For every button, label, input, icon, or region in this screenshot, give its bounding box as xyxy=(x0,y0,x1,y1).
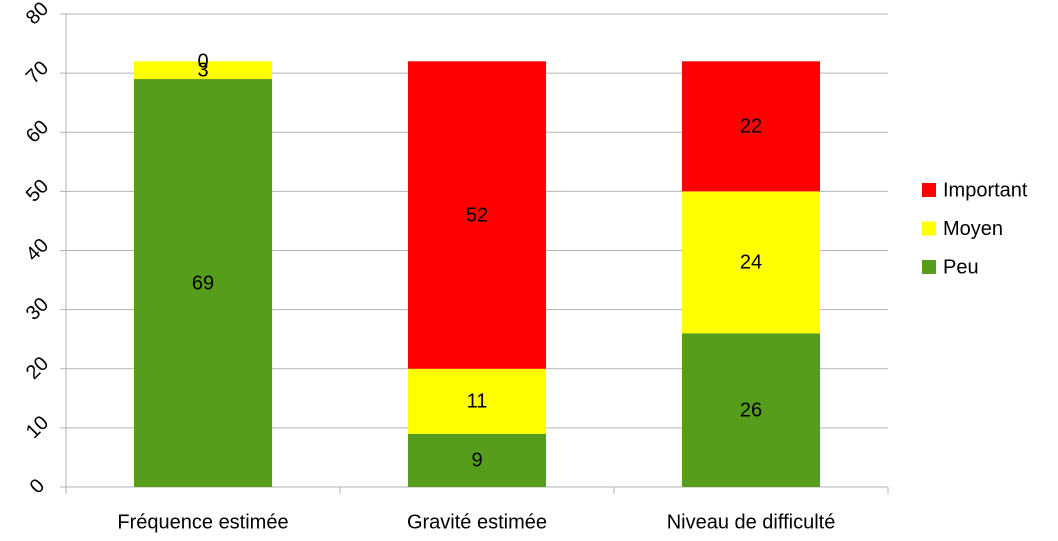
y-tick-label: 0 xyxy=(26,475,49,498)
bar-segment xyxy=(407,368,547,434)
bar-segment xyxy=(681,61,821,192)
data-label: 0 xyxy=(197,51,208,73)
data-label: 26 xyxy=(740,399,762,421)
bar-segment xyxy=(133,79,273,487)
y-tick-label: 40 xyxy=(22,234,53,265)
legend-label: Moyen xyxy=(943,218,1003,240)
data-label: 22 xyxy=(740,116,762,138)
y-tick-label: 30 xyxy=(22,293,53,324)
data-label: 11 xyxy=(467,391,488,413)
x-tick-label: Gravité estimée xyxy=(407,511,547,533)
bar-segment xyxy=(681,191,821,334)
legend-swatch xyxy=(922,221,936,236)
y-tick-label: 20 xyxy=(22,353,53,384)
data-label: 69 xyxy=(192,272,214,294)
legend-label: Important xyxy=(943,179,1028,201)
data-label: 52 xyxy=(466,204,488,226)
bar-segment xyxy=(133,61,273,80)
x-tick-label: Niveau de difficulté xyxy=(667,511,836,533)
y-tick-label: 70 xyxy=(22,57,53,88)
legend-swatch xyxy=(922,183,936,197)
y-tick-label: 60 xyxy=(22,116,53,147)
data-label: 9 xyxy=(471,450,482,472)
y-tick-label: 10 xyxy=(22,412,53,443)
data-label: 24 xyxy=(740,252,762,274)
legend-label: Peu xyxy=(943,256,979,278)
y-tick-label: 80 xyxy=(22,0,53,29)
legend-swatch xyxy=(922,260,936,274)
x-tick-label: Fréquence estimée xyxy=(117,511,288,533)
bar-segment xyxy=(407,61,547,369)
bar-segment xyxy=(407,433,547,487)
y-tick-label: 50 xyxy=(22,175,53,206)
data-label: 3 xyxy=(197,59,208,81)
bar-segment xyxy=(681,333,821,487)
